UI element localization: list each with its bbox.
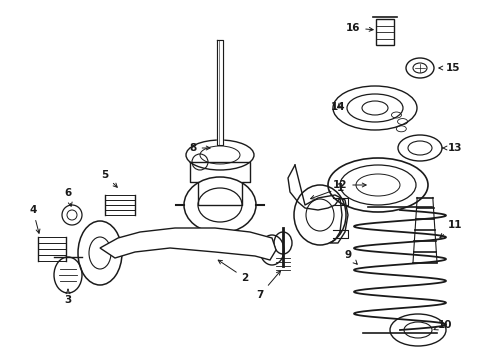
- Text: 5: 5: [101, 170, 117, 187]
- Text: 14: 14: [330, 102, 345, 112]
- Text: 6: 6: [64, 188, 72, 206]
- Text: 16: 16: [345, 23, 372, 33]
- Text: 4: 4: [29, 205, 40, 233]
- Text: 2: 2: [218, 260, 248, 283]
- Polygon shape: [100, 228, 275, 260]
- Bar: [375, 19, 393, 45]
- Text: 13: 13: [441, 143, 461, 153]
- Text: 15: 15: [438, 63, 459, 73]
- Text: 7: 7: [256, 271, 280, 300]
- Text: 3: 3: [64, 289, 71, 305]
- Text: 1: 1: [310, 183, 343, 199]
- Text: 8: 8: [189, 143, 210, 153]
- Polygon shape: [217, 40, 223, 145]
- Text: 9: 9: [344, 250, 357, 264]
- Text: 12: 12: [332, 180, 366, 190]
- Text: 10: 10: [433, 320, 451, 330]
- Text: 11: 11: [439, 220, 461, 238]
